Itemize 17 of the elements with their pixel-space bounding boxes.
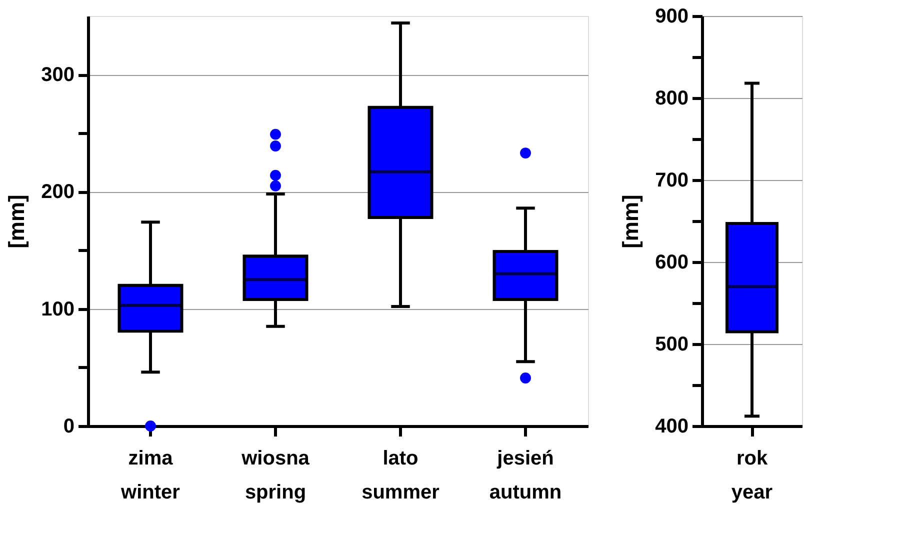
x-tick-label: rok year	[731, 448, 773, 504]
x-tick-label: jesień autumn	[489, 448, 562, 504]
y-tick-label: 800	[655, 88, 688, 110]
y-tick-label: 600	[655, 252, 688, 274]
y-tick-label: 200	[41, 181, 74, 204]
y-tick-label: 500	[655, 334, 688, 356]
y-axis-title: [mm]	[4, 194, 30, 248]
x-tick-label: zima winter	[120, 448, 180, 504]
y-axis-title: [mm]	[618, 194, 644, 248]
x-tick-label: wiosna spring	[240, 448, 310, 504]
y-tick-label: 900	[655, 6, 688, 28]
y-tick-label: 700	[655, 170, 688, 192]
y-tick-label: 0	[63, 416, 74, 438]
y-tick-label: 400	[655, 416, 688, 438]
y-tick-label: 300	[41, 64, 74, 86]
y-tick-label: 100	[41, 298, 74, 320]
x-tick-label: lato summer	[362, 448, 440, 504]
